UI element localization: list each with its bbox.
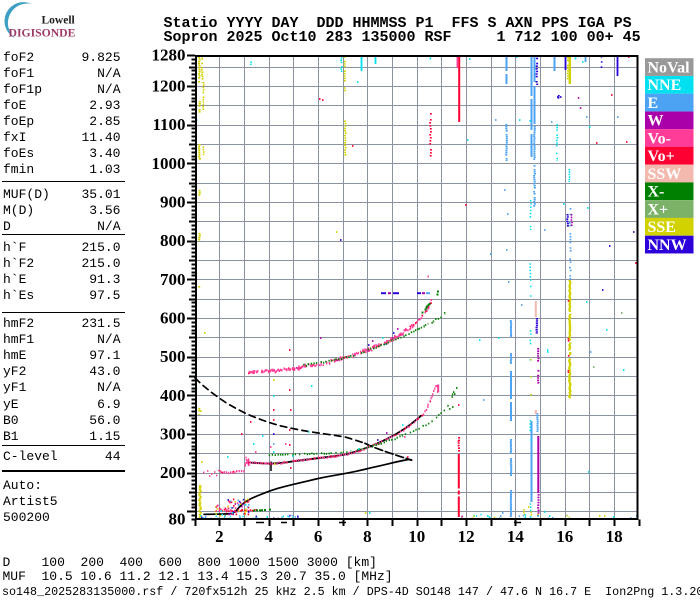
- svg-text:Lowell: Lowell: [42, 15, 75, 27]
- svg-text:400: 400: [160, 386, 186, 405]
- svg-text:12: 12: [458, 527, 475, 546]
- svg-text:500: 500: [160, 347, 186, 366]
- svg-text:DIGISONDE: DIGISONDE: [9, 27, 76, 40]
- svg-text:X+: X+: [648, 201, 669, 218]
- svg-text:600: 600: [160, 308, 186, 327]
- svg-text:800: 800: [160, 231, 186, 250]
- svg-text:18: 18: [606, 527, 623, 546]
- svg-text:200: 200: [160, 463, 186, 482]
- svg-text:900: 900: [160, 192, 186, 211]
- svg-text:SSW: SSW: [648, 166, 682, 183]
- svg-text:1280: 1280: [152, 46, 186, 65]
- svg-text:NNW: NNW: [648, 237, 687, 254]
- svg-text:W: W: [648, 113, 664, 130]
- svg-text:2: 2: [215, 527, 224, 546]
- svg-text:16: 16: [556, 527, 573, 546]
- svg-text:1100: 1100: [152, 115, 185, 134]
- svg-text:300: 300: [160, 424, 186, 443]
- svg-text:10: 10: [408, 527, 425, 546]
- svg-text:Vo-: Vo-: [648, 130, 671, 147]
- svg-text:SSE: SSE: [648, 219, 676, 236]
- svg-text:NNE: NNE: [648, 77, 682, 94]
- svg-text:8: 8: [363, 527, 372, 546]
- svg-text:14: 14: [507, 527, 525, 546]
- svg-text:NoVal: NoVal: [648, 59, 691, 76]
- svg-text:80: 80: [169, 510, 186, 529]
- svg-text:Vo+: Vo+: [648, 148, 675, 165]
- svg-text:700: 700: [160, 270, 186, 289]
- svg-text:1200: 1200: [152, 76, 186, 95]
- svg-text:E: E: [648, 95, 659, 112]
- svg-text:X-: X-: [648, 184, 665, 201]
- svg-text:4: 4: [264, 527, 273, 546]
- svg-text:1000: 1000: [152, 154, 186, 173]
- svg-text:6: 6: [314, 527, 323, 546]
